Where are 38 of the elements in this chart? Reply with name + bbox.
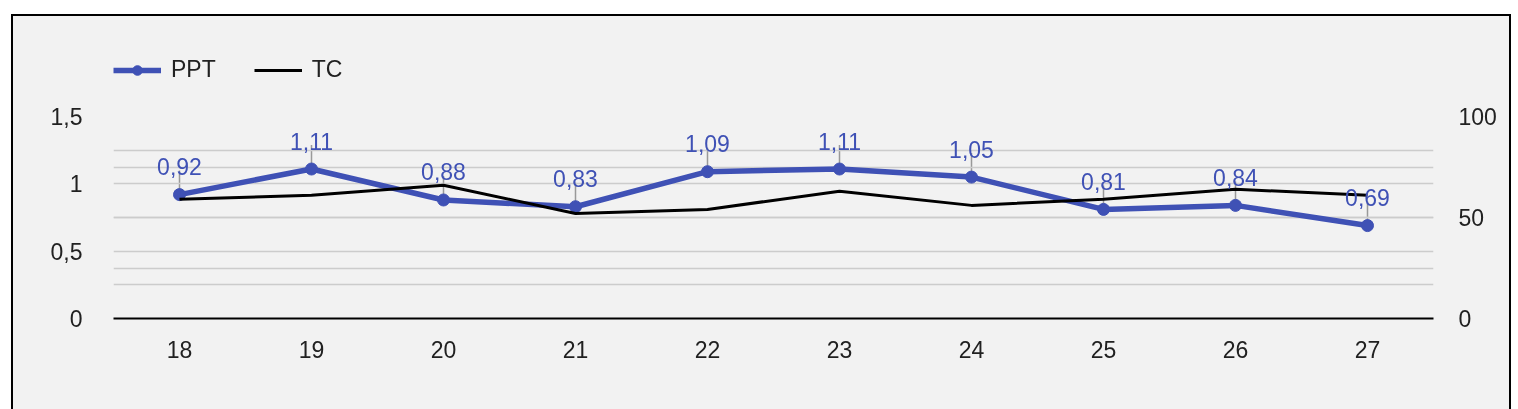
data-label: 0,83 — [553, 166, 598, 193]
x-tick-label: 21 — [562, 336, 589, 363]
y-tick-label: 0,5 — [50, 238, 83, 265]
point — [1229, 198, 1242, 212]
point — [437, 193, 450, 207]
point — [1361, 219, 1374, 233]
data-label: 0,81 — [1081, 168, 1126, 195]
x-tick-label: 24 — [958, 336, 985, 363]
legend-label: PPT — [171, 56, 216, 83]
point — [1097, 202, 1110, 216]
y-tick-label: 1,5 — [50, 104, 83, 130]
data-label: 0,69 — [1345, 185, 1390, 212]
data-label: 1,09 — [685, 131, 730, 158]
data-label: 0,92 — [157, 154, 202, 181]
point — [569, 200, 582, 214]
x-tick-label: 18 — [166, 336, 193, 363]
y2-tick-label: 50 — [1458, 205, 1485, 231]
point — [965, 170, 978, 184]
x-tick-label: 20 — [430, 336, 457, 363]
data-label: 0,84 — [1213, 164, 1259, 191]
data-label: 0,88 — [421, 159, 466, 186]
data-label: 1,11 — [817, 128, 862, 155]
point — [305, 162, 318, 176]
y-tick-label: 1 — [69, 171, 83, 198]
x-tick-label: 23 — [826, 336, 853, 363]
x-tick-label: 25 — [1090, 336, 1117, 363]
data-label: 1,11 — [289, 128, 334, 155]
x-tick-label: 26 — [1222, 336, 1249, 363]
x-tick-label: 22 — [694, 336, 721, 363]
legend-label: TC — [311, 56, 343, 83]
y-tick-label: 0 — [69, 306, 83, 332]
point — [833, 162, 846, 176]
data-label: 1,05 — [949, 136, 994, 163]
y2-tick-label: 100 — [1458, 104, 1497, 130]
x-tick-label: 19 — [298, 336, 325, 363]
x-tick-label: 27 — [1354, 336, 1381, 363]
point — [701, 165, 714, 179]
y2-tick-label: 0 — [1458, 306, 1472, 332]
